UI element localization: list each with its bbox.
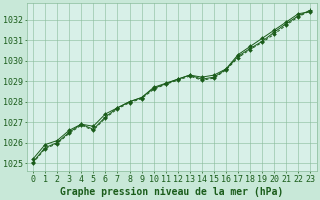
X-axis label: Graphe pression niveau de la mer (hPa): Graphe pression niveau de la mer (hPa) bbox=[60, 186, 284, 197]
